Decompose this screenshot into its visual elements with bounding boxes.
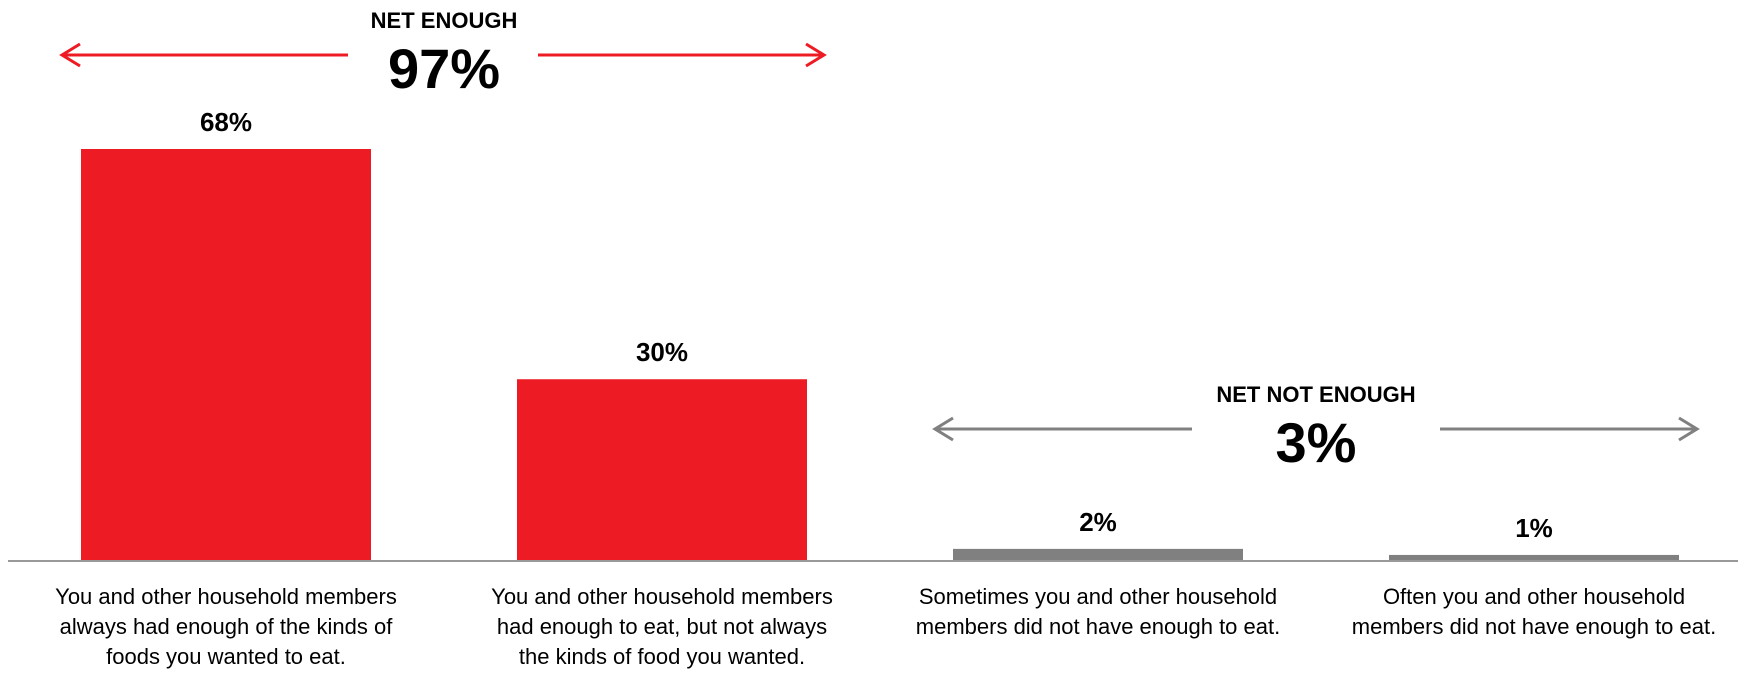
- bar-value-label-4: 1%: [1515, 513, 1553, 543]
- category-label-line: members did not have enough to eat.: [1352, 614, 1716, 639]
- bar-2: [517, 379, 807, 561]
- group-title-1: NET ENOUGH: [371, 8, 518, 33]
- group-value-1: 97%: [388, 37, 500, 100]
- bar-3: [953, 548, 1243, 561]
- category-label-1: You and other household members always ha…: [55, 584, 397, 669]
- category-label-line: had enough to eat, but not always: [497, 614, 827, 639]
- category-label-4: Often you and other household members did…: [1352, 584, 1716, 639]
- category-label-line: You and other household members: [491, 584, 833, 609]
- category-label-line: Often you and other household: [1383, 584, 1685, 609]
- bar-value-label-2: 30%: [636, 337, 688, 367]
- bar-value-label-3: 2%: [1079, 507, 1117, 537]
- bar-value-label-1: 68%: [200, 107, 252, 137]
- bars: 68% 30% 2% 1%: [81, 107, 1679, 561]
- category-label-3: Sometimes you and other household members…: [916, 584, 1280, 639]
- group-arrow-left-2: [932, 416, 1192, 442]
- category-label-line: the kinds of food you wanted.: [519, 644, 805, 669]
- category-label-2: You and other household members had enoug…: [491, 584, 833, 669]
- group-arrow-left-1: [59, 42, 348, 68]
- category-label-line: You and other household members: [55, 584, 397, 609]
- group-arrow-right-1: [538, 42, 827, 68]
- group-annotations: NET ENOUGH 97% NET NOT ENOUGH 3%: [59, 8, 1700, 474]
- category-label-line: always had enough of the kinds of: [60, 614, 394, 639]
- group-value-2: 3%: [1276, 411, 1357, 474]
- group-title-2: NET NOT ENOUGH: [1216, 382, 1415, 407]
- category-label-line: Sometimes you and other household: [919, 584, 1277, 609]
- category-label-line: members did not have enough to eat.: [916, 614, 1280, 639]
- category-labels: You and other household members always ha…: [55, 584, 1716, 669]
- bar-1: [81, 149, 371, 561]
- group-arrow-right-2: [1440, 416, 1700, 442]
- bar-4: [1389, 554, 1679, 561]
- category-label-line: foods you wanted to eat.: [106, 644, 346, 669]
